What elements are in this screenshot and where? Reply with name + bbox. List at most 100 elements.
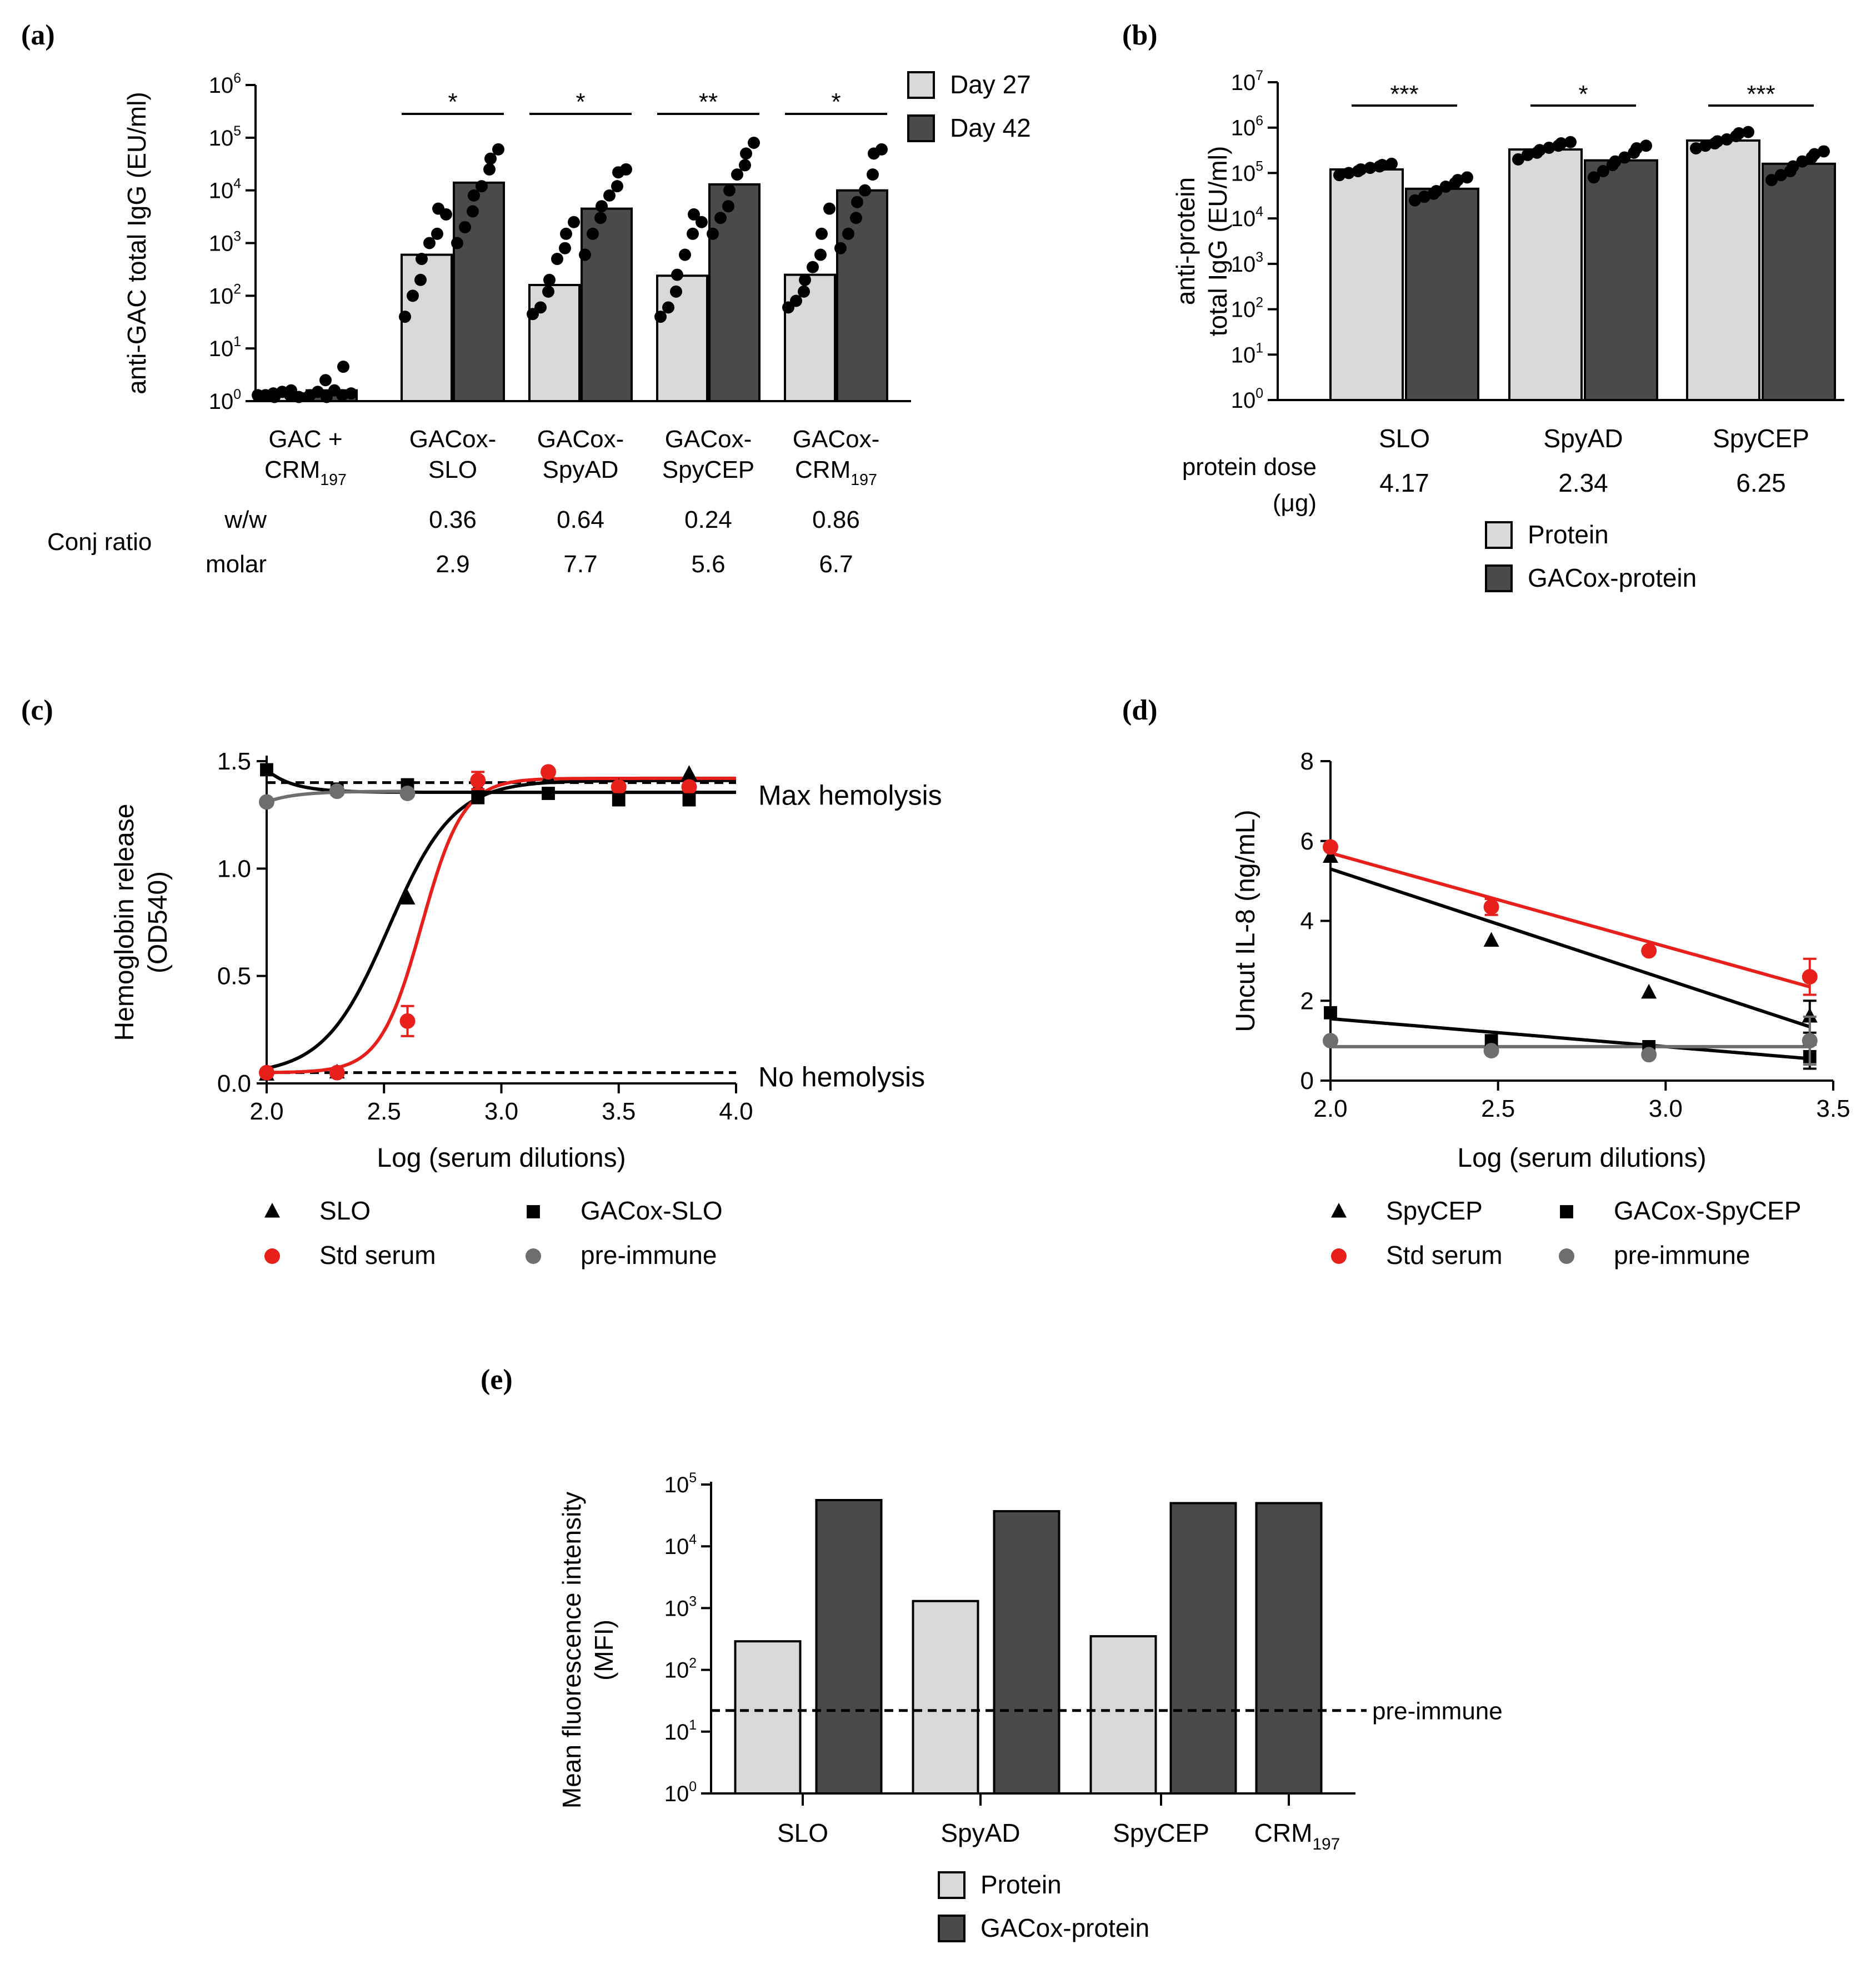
conj-ratio-value: 7.7 bbox=[563, 551, 597, 578]
significance-label: *** bbox=[1390, 81, 1418, 108]
y-tick-label: 0.0 bbox=[217, 1070, 251, 1097]
y-tick-label: 1.0 bbox=[217, 855, 251, 882]
data-point bbox=[679, 248, 691, 261]
data-point bbox=[876, 143, 888, 156]
regression-line bbox=[1330, 851, 1810, 988]
bar bbox=[528, 283, 581, 402]
y-tick-label: 0 bbox=[1300, 1067, 1314, 1095]
legend-marker bbox=[527, 1205, 540, 1218]
legend-label: GACox-protein bbox=[980, 1913, 1149, 1942]
legend-label: Protein bbox=[980, 1870, 1062, 1899]
y-axis-label: (MFI) bbox=[589, 1620, 618, 1681]
x-tick-label: 3.0 bbox=[1649, 1095, 1683, 1122]
legend-label: GACox-SpyCEP bbox=[1614, 1196, 1801, 1225]
legend-marker bbox=[264, 1248, 280, 1264]
data-point bbox=[1690, 142, 1702, 154]
dose-value: 2.34 bbox=[1558, 468, 1608, 497]
data-point bbox=[1452, 174, 1464, 187]
y-axis-label: (OD540) bbox=[143, 871, 173, 973]
data-point bbox=[1699, 139, 1712, 152]
data-point bbox=[612, 793, 626, 807]
data-point bbox=[399, 311, 411, 323]
data-point bbox=[1765, 174, 1778, 187]
data-point bbox=[337, 361, 349, 373]
y-tick-label: 102 bbox=[664, 1656, 697, 1683]
data-point bbox=[1483, 899, 1499, 915]
category-label: SpyCEP bbox=[662, 456, 754, 483]
data-point bbox=[748, 137, 760, 149]
data-point bbox=[1543, 141, 1555, 154]
data-point bbox=[1439, 181, 1452, 193]
data-point bbox=[620, 163, 632, 176]
legend-marker bbox=[1559, 1248, 1574, 1264]
chart-c: 0.0 0.5 1.0 1.5 2.0 2.5 3.0 3.5 4.0 Log (serum di… bbox=[110, 748, 942, 1270]
x-tick-label: 3.5 bbox=[602, 1098, 636, 1125]
bar bbox=[1508, 148, 1583, 401]
bar bbox=[1762, 162, 1836, 401]
data-point bbox=[740, 147, 752, 160]
data-point bbox=[259, 1065, 274, 1081]
category-label: GACox- bbox=[537, 426, 624, 453]
data-point bbox=[416, 253, 428, 266]
data-point bbox=[1641, 983, 1657, 999]
data-point bbox=[407, 289, 419, 302]
legend-marker bbox=[526, 1248, 541, 1264]
data-point bbox=[471, 791, 485, 804]
data-point bbox=[1430, 184, 1443, 197]
data-point bbox=[722, 200, 734, 213]
y-tick-label: 1.5 bbox=[217, 748, 251, 775]
reference-line-label: pre-immune bbox=[1372, 1698, 1503, 1725]
data-point bbox=[807, 261, 819, 273]
bar bbox=[993, 1510, 1060, 1795]
category-label: SLO bbox=[777, 1818, 828, 1847]
data-point bbox=[850, 212, 862, 224]
legend-label: GACox-protein bbox=[1528, 563, 1697, 592]
conj-ratio-row-label: molar bbox=[206, 551, 267, 578]
data-point bbox=[568, 216, 580, 228]
category-label: SpyAD bbox=[543, 456, 619, 483]
data-point bbox=[1512, 153, 1524, 166]
data-point bbox=[1609, 155, 1622, 168]
data-point bbox=[1483, 932, 1499, 947]
data-point bbox=[1364, 162, 1377, 174]
data-point bbox=[681, 765, 697, 780]
conj-ratio-value: 5.6 bbox=[691, 551, 725, 578]
y-tick-label: 8 bbox=[1300, 748, 1314, 775]
data-point bbox=[714, 212, 727, 224]
data-point bbox=[1774, 169, 1787, 182]
data-point bbox=[534, 301, 547, 314]
data-point bbox=[662, 301, 674, 314]
category-label: GACox- bbox=[793, 426, 879, 453]
data-point bbox=[1323, 839, 1338, 855]
y-tick-label: 104 bbox=[664, 1532, 697, 1559]
conj-ratio-value: 0.36 bbox=[429, 506, 477, 533]
data-point bbox=[312, 386, 324, 398]
data-point bbox=[816, 227, 828, 240]
legend-label: Std serum bbox=[319, 1241, 436, 1270]
data-point bbox=[688, 208, 700, 221]
legend-marker bbox=[1331, 1248, 1347, 1264]
data-point bbox=[603, 189, 616, 202]
regression-line bbox=[1330, 1017, 1810, 1061]
data-point bbox=[470, 772, 486, 788]
data-point bbox=[484, 152, 497, 165]
y-tick-label: 100 bbox=[209, 387, 241, 414]
x-tick-label: 2.0 bbox=[1313, 1095, 1347, 1122]
legend-label: Day 42 bbox=[950, 113, 1031, 142]
data-point bbox=[1733, 127, 1745, 139]
data-point bbox=[834, 242, 847, 254]
data-point bbox=[1711, 135, 1724, 148]
data-point bbox=[587, 227, 599, 240]
data-point bbox=[542, 285, 554, 298]
data-point bbox=[611, 779, 627, 795]
y-tick-label: 106 bbox=[1231, 114, 1263, 141]
legend-swatch bbox=[938, 1871, 965, 1899]
data-point bbox=[671, 268, 683, 281]
y-tick-label: 6 bbox=[1300, 828, 1314, 855]
legend-label: Day 27 bbox=[950, 70, 1031, 99]
y-tick-label: 2 bbox=[1300, 987, 1314, 1015]
significance-label: * bbox=[831, 88, 841, 116]
x-tick-label: 2.0 bbox=[249, 1098, 283, 1125]
y-tick-label: 107 bbox=[1231, 68, 1263, 95]
y-axis-label: Hemoglobin release bbox=[110, 804, 139, 1041]
